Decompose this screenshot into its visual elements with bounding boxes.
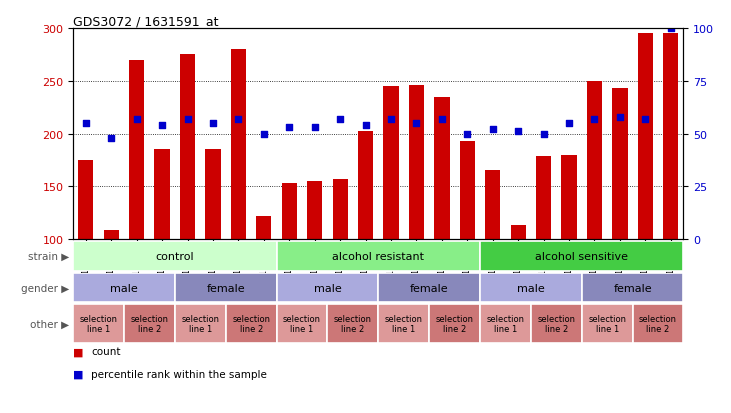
Text: female: female: [410, 283, 449, 293]
Bar: [276, 304, 327, 343]
Point: [182, 116, 194, 123]
Text: ■: ■: [73, 369, 83, 379]
Text: other ▶: other ▶: [30, 319, 69, 329]
Text: count: count: [91, 347, 121, 356]
Text: selection
line 2: selection line 2: [436, 314, 474, 333]
Text: selection
line 2: selection line 2: [334, 314, 372, 333]
Bar: [613, 89, 627, 240]
Bar: [104, 230, 119, 240]
Bar: [434, 97, 450, 240]
Bar: [73, 242, 276, 271]
Text: selection
line 1: selection line 1: [80, 314, 118, 333]
Bar: [73, 304, 124, 343]
Text: male: male: [517, 283, 545, 293]
Point: [309, 125, 321, 131]
Point: [487, 127, 499, 133]
Text: ■: ■: [73, 347, 83, 356]
Point: [614, 114, 626, 121]
Bar: [582, 304, 632, 343]
Point: [385, 116, 397, 123]
Bar: [485, 171, 500, 240]
Bar: [379, 273, 480, 303]
Text: gender ▶: gender ▶: [21, 283, 69, 293]
Point: [538, 131, 550, 138]
Bar: [281, 184, 297, 240]
Text: selection
line 2: selection line 2: [537, 314, 575, 333]
Bar: [175, 304, 226, 343]
Bar: [531, 304, 582, 343]
Point: [232, 116, 244, 123]
Text: selection
line 1: selection line 1: [588, 314, 626, 333]
Point: [334, 116, 346, 123]
Point: [588, 116, 600, 123]
Bar: [276, 242, 480, 271]
Point: [284, 125, 295, 131]
Text: male: male: [110, 283, 138, 293]
Bar: [276, 273, 379, 303]
Text: selection
line 1: selection line 1: [181, 314, 219, 333]
Point: [665, 26, 677, 32]
Point: [436, 116, 447, 123]
Bar: [180, 55, 195, 240]
Bar: [226, 304, 276, 343]
Point: [156, 123, 168, 129]
Point: [258, 131, 270, 138]
Text: alcohol sensitive: alcohol sensitive: [535, 252, 628, 261]
Text: GDS3072 / 1631591_at: GDS3072 / 1631591_at: [73, 15, 219, 28]
Bar: [460, 142, 475, 240]
Bar: [582, 273, 683, 303]
Text: selection
line 2: selection line 2: [639, 314, 677, 333]
Bar: [379, 304, 429, 343]
Bar: [632, 304, 683, 343]
Text: male: male: [314, 283, 341, 293]
Bar: [327, 304, 379, 343]
Text: female: female: [613, 283, 652, 293]
Text: selection
line 1: selection line 1: [385, 314, 423, 333]
Bar: [154, 150, 170, 240]
Point: [80, 121, 91, 127]
Bar: [561, 155, 577, 240]
Text: selection
line 2: selection line 2: [232, 314, 270, 333]
Bar: [78, 161, 94, 240]
Bar: [480, 273, 582, 303]
Bar: [637, 34, 653, 240]
Point: [131, 116, 143, 123]
Point: [105, 135, 117, 142]
Point: [411, 121, 423, 127]
Text: percentile rank within the sample: percentile rank within the sample: [91, 369, 268, 379]
Bar: [510, 226, 526, 240]
Point: [563, 121, 575, 127]
Text: selection
line 2: selection line 2: [130, 314, 168, 333]
Bar: [333, 180, 348, 240]
Point: [640, 116, 651, 123]
Text: female: female: [206, 283, 245, 293]
Text: strain ▶: strain ▶: [29, 252, 69, 261]
Bar: [383, 87, 398, 240]
Text: selection
line 1: selection line 1: [283, 314, 321, 333]
Bar: [358, 132, 374, 240]
Bar: [73, 273, 175, 303]
Bar: [175, 273, 276, 303]
Point: [512, 129, 524, 135]
Point: [360, 123, 371, 129]
Point: [207, 121, 219, 127]
Bar: [587, 81, 602, 240]
Text: control: control: [156, 252, 194, 261]
Text: alcohol resistant: alcohol resistant: [333, 252, 424, 261]
Bar: [429, 304, 480, 343]
Bar: [231, 50, 246, 240]
Bar: [663, 34, 678, 240]
Bar: [480, 242, 683, 271]
Bar: [409, 86, 424, 240]
Text: selection
line 1: selection line 1: [486, 314, 524, 333]
Bar: [124, 304, 175, 343]
Bar: [536, 157, 551, 240]
Bar: [205, 150, 221, 240]
Bar: [307, 182, 322, 240]
Point: [461, 131, 473, 138]
Bar: [480, 304, 531, 343]
Bar: [129, 61, 144, 240]
Bar: [256, 216, 271, 240]
